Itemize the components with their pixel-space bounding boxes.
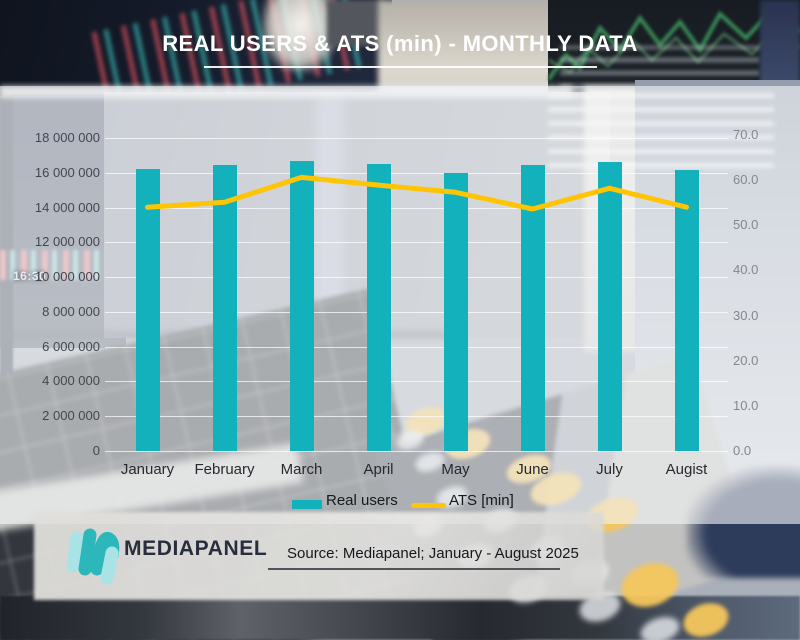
month-label-february: February xyxy=(194,461,255,478)
month-label-march: March xyxy=(280,461,323,478)
source-caption: Source: Mediapanel; January - August 202… xyxy=(287,545,579,562)
bar-july xyxy=(597,162,622,451)
month-label-july: July xyxy=(596,461,623,478)
month-label-june: June xyxy=(516,461,549,478)
left-axis-tick: 4 000 000 xyxy=(42,373,100,389)
gridline xyxy=(105,138,728,139)
gridline xyxy=(105,277,728,279)
photo-window-frame xyxy=(327,0,385,46)
right-axis-tick: 40.0 xyxy=(733,262,759,278)
bar-augist xyxy=(674,170,699,451)
left-axis-tick: 18 000 000 xyxy=(34,130,100,145)
legend-bar-swatch xyxy=(292,500,322,509)
right-axis-tick: 10.0 xyxy=(733,397,759,413)
bar-january xyxy=(135,169,160,451)
left-axis-tick: 0 xyxy=(92,443,100,458)
footer-band xyxy=(34,512,604,600)
left-axis-tick: 14 000 000 xyxy=(34,199,100,215)
bar-february xyxy=(212,164,237,451)
month-label-augist: Augist xyxy=(665,461,708,478)
left-axis-tick: 12 000 000 xyxy=(34,234,100,250)
bar-june xyxy=(520,164,545,451)
right-axis-tick: 0.0 xyxy=(733,443,752,458)
source-underline xyxy=(268,568,560,570)
right-axis-tick: 60.0 xyxy=(733,172,759,188)
month-label-may: May xyxy=(441,461,470,478)
gridline xyxy=(105,346,728,348)
gridline xyxy=(105,311,728,313)
mediapanel-logo-icon xyxy=(66,528,120,585)
photo-window-glow xyxy=(262,0,338,72)
brand-name: MEDIAPANEL xyxy=(124,537,268,560)
month-label-january: January xyxy=(120,461,175,478)
gridline xyxy=(105,416,728,418)
left-axis-tick: 8 000 000 xyxy=(42,303,100,319)
month-label-april: April xyxy=(363,461,394,478)
photo-blue-edge xyxy=(760,0,800,86)
left-axis-tick: 2 000 000 xyxy=(42,408,100,424)
left-axis-tick: 16 000 000 xyxy=(34,164,100,180)
bar-march xyxy=(289,160,314,451)
gridline xyxy=(105,451,728,452)
bar-may xyxy=(443,172,468,451)
photo-wall xyxy=(378,0,554,100)
gridline xyxy=(105,172,728,174)
legend-line-label: ATS [min] xyxy=(449,492,514,509)
right-axis-tick: 70.0 xyxy=(733,127,759,142)
right-axis-tick: 20.0 xyxy=(733,352,759,368)
chart-title: REAL USERS & ATS (min) - MONTHLY DATA xyxy=(162,31,638,56)
gridline xyxy=(105,242,728,244)
left-axis-tick: 6 000 000 xyxy=(42,338,100,354)
photo-timestamp: 16:30 xyxy=(13,269,47,283)
legend-bar-label: Real users xyxy=(326,492,398,509)
right-axis-tick: 50.0 xyxy=(733,217,759,233)
bar-april xyxy=(366,164,391,451)
right-axis-tick: 30.0 xyxy=(733,307,759,323)
gridline xyxy=(105,207,728,209)
title-underline xyxy=(204,66,597,68)
legend-line-swatch xyxy=(411,503,446,508)
left-axis-tick: 10 000 000 xyxy=(34,269,100,285)
gridline xyxy=(105,381,728,383)
